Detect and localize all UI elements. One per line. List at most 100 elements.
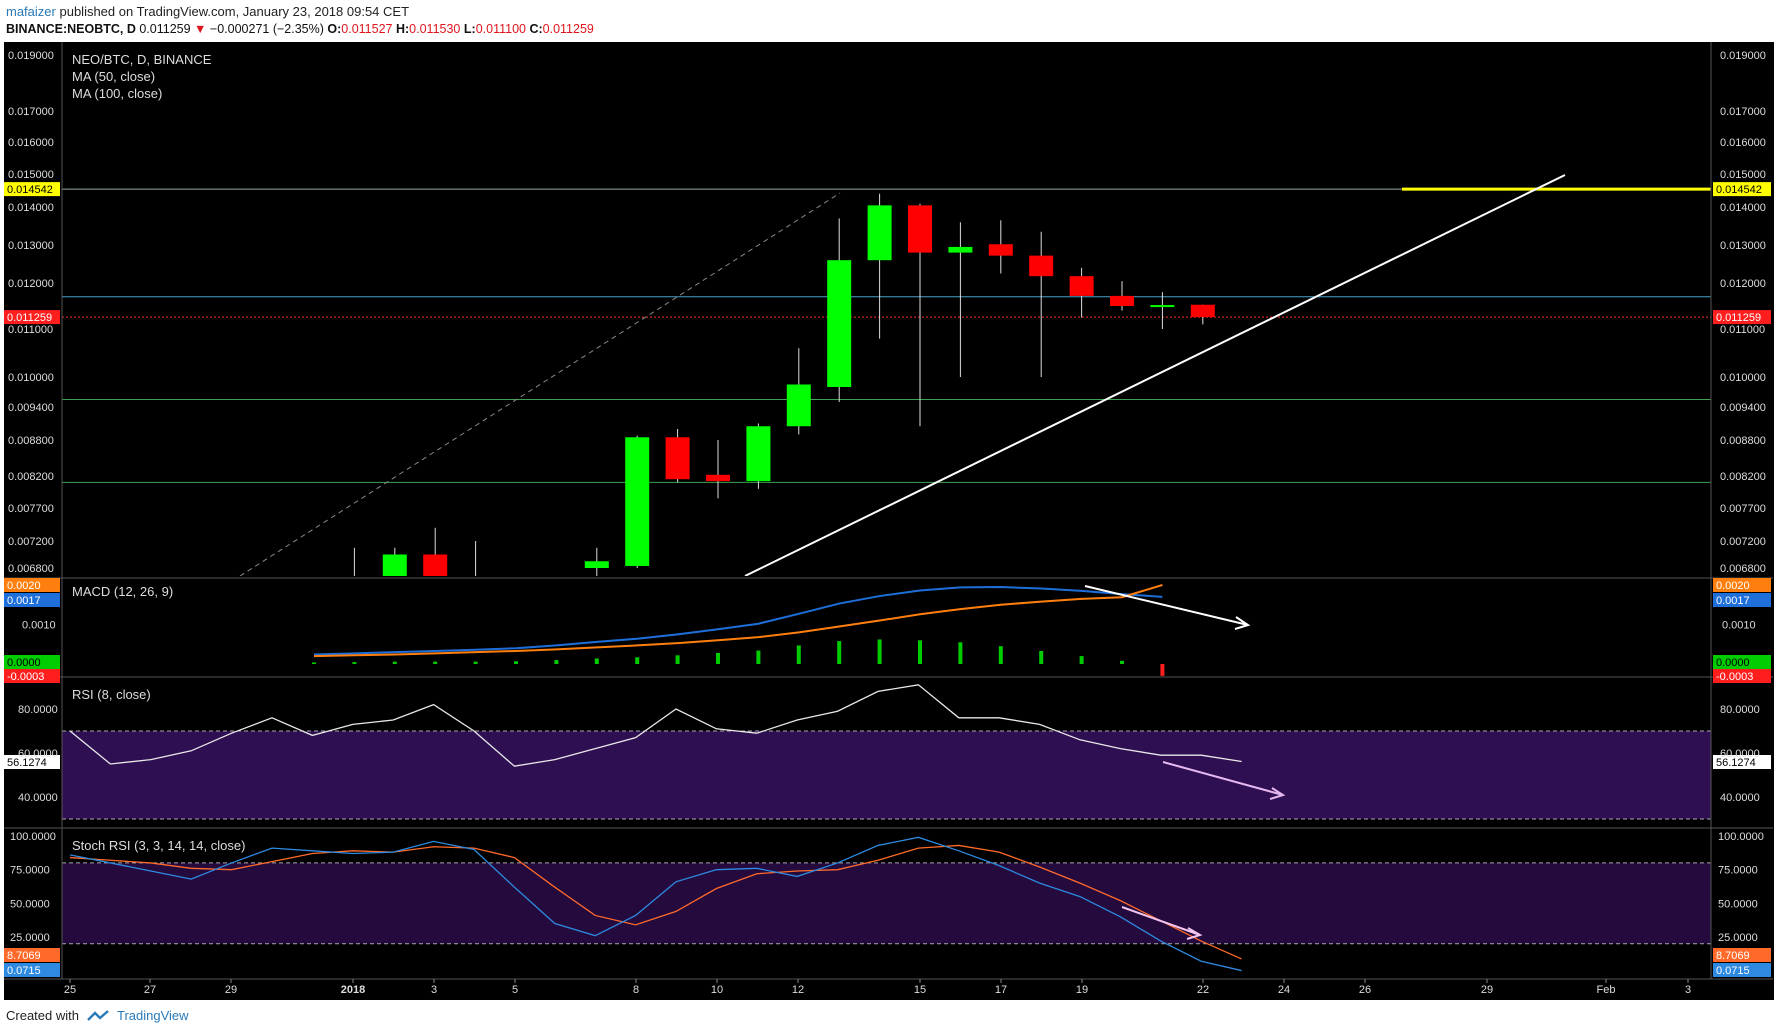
dashed-trendline[interactable]: [239, 192, 841, 576]
macd-neg-badge: -0.0003: [1716, 671, 1753, 683]
candle-up[interactable]: [746, 426, 771, 482]
macd-value-badge: 0.0017: [7, 595, 41, 607]
low-label: L:: [463, 22, 476, 36]
macd-line[interactable]: [313, 585, 1163, 656]
rsi-line[interactable]: [69, 684, 1242, 767]
price-tick-label: 0.007200: [8, 536, 54, 548]
rsi-divergence-arrow[interactable]: [1162, 761, 1284, 796]
candle-up[interactable]: [625, 437, 650, 566]
macd-histogram-bar[interactable]: [433, 661, 438, 664]
macd-histogram-bar[interactable]: [877, 639, 882, 664]
macd-histogram-bar[interactable]: [675, 655, 680, 664]
macd-histogram-bar[interactable]: [1079, 656, 1084, 664]
macd-divergence-arrow[interactable]: [1084, 585, 1249, 626]
author-link[interactable]: mafaizer: [6, 4, 56, 19]
time-tick-label: 3: [1685, 984, 1691, 996]
macd-histogram-bar[interactable]: [837, 641, 842, 664]
time-tick-label: 26: [1359, 984, 1371, 996]
level-price-badge-bg: [4, 182, 60, 197]
ma50-legend[interactable]: MA (50, close): [72, 69, 155, 84]
level-price-badge: 0.014542: [1716, 184, 1762, 196]
macd-histogram-bar[interactable]: [1039, 650, 1044, 664]
stoch-pane[interactable]: [62, 836, 1711, 972]
macd-histogram-bar[interactable]: [756, 650, 761, 664]
macd-histogram-bar[interactable]: [594, 658, 599, 664]
price-tick-label: 0.008200: [8, 471, 54, 483]
last-price-badge-bg: [1713, 310, 1771, 325]
rsi-pane[interactable]: [62, 684, 1711, 820]
macd-histogram-bar[interactable]: [473, 661, 478, 664]
stoch-k-line[interactable]: [69, 836, 1242, 972]
open-value: 0.011527: [341, 22, 393, 36]
support-trendline[interactable]: [744, 174, 1566, 576]
macd-histogram-bar[interactable]: [998, 646, 1003, 664]
price-pane[interactable]: [62, 174, 1711, 625]
candle-down[interactable]: [1190, 304, 1215, 318]
candle-up[interactable]: [1150, 305, 1175, 308]
publish-info: mafaizer published on TradingView.com, J…: [6, 4, 409, 19]
axes: 0.019000 0.019000 0.017000 0.017000 0.016000…: [4, 42, 1773, 996]
macd-histogram-bar[interactable]: [1160, 664, 1165, 676]
macd-neg-badge-bg: [4, 669, 60, 683]
stoch-k-badge-bg: [4, 963, 60, 977]
macd-content: [312, 584, 1165, 676]
macd-hist-badge-bg: [1713, 655, 1771, 669]
macd-tick-label: 0.0010: [1722, 620, 1756, 632]
macd-pane[interactable]: [312, 584, 1251, 676]
macd-histogram-bar[interactable]: [312, 662, 316, 664]
candle-up[interactable]: [867, 205, 892, 261]
candle-down[interactable]: [1110, 295, 1134, 306]
candle-up[interactable]: [948, 246, 973, 253]
time-tick-label: 5: [512, 984, 518, 996]
stoch-legend[interactable]: Stoch RSI (3, 3, 14, 14, close): [72, 838, 245, 853]
candle-down[interactable]: [1029, 255, 1054, 277]
macd-histogram-bar[interactable]: [635, 657, 640, 664]
candle-down[interactable]: [988, 244, 1013, 256]
price-tick-label: 0.019000: [1720, 50, 1766, 62]
macd-histogram-bar[interactable]: [918, 640, 922, 664]
macd-histogram-bar[interactable]: [554, 660, 559, 664]
macd-histogram-bar[interactable]: [958, 642, 963, 664]
stoch-tick-label: 75.0000: [10, 865, 50, 877]
stoch-k-badge-bg: [1713, 963, 1771, 977]
candle-down[interactable]: [908, 205, 932, 253]
macd-legend[interactable]: MACD (12, 26, 9): [72, 584, 173, 599]
candle-up[interactable]: [382, 554, 407, 583]
rsi-tick-label: 80.0000: [18, 704, 58, 716]
stoch-d-line[interactable]: [69, 844, 1242, 960]
stoch-k-badge: 0.0715: [1716, 965, 1750, 977]
macd-histogram-bar[interactable]: [796, 645, 801, 664]
ma100-legend[interactable]: MA (100, close): [72, 86, 162, 101]
rsi-value-badge-bg: [1713, 755, 1771, 769]
stoch-band: [62, 862, 1711, 944]
macd-histogram-bar[interactable]: [352, 662, 357, 664]
price-change: −0.000271 (−2.35%): [209, 22, 324, 36]
candle-up[interactable]: [584, 561, 609, 568]
macd-histogram-bar[interactable]: [514, 661, 518, 664]
last-price-badge: 0.011259: [1716, 312, 1761, 324]
price-tick-label: 0.010000: [1720, 372, 1766, 384]
tradingview-link[interactable]: TradingView: [116, 1008, 189, 1023]
price-tick-label: 0.008800: [1720, 435, 1766, 447]
price-tick-label: 0.007700: [1720, 503, 1766, 515]
macd-histogram-bar[interactable]: [392, 661, 397, 664]
macd-signal-badge-bg: [4, 578, 60, 592]
candle-up[interactable]: [827, 260, 852, 387]
price-tick-label: 0.014000: [1720, 202, 1766, 214]
rsi-legend[interactable]: RSI (8, close): [72, 687, 151, 702]
rsi-tick-label: 40.0000: [1720, 792, 1760, 804]
candle-down[interactable]: [423, 554, 448, 583]
candle-up[interactable]: [786, 384, 811, 427]
price-tick-label: 0.008800: [8, 435, 54, 447]
time-tick-label: 8: [633, 984, 639, 996]
high-label: H:: [395, 22, 410, 36]
signal-line[interactable]: [313, 584, 1163, 658]
candle-down[interactable]: [665, 437, 690, 480]
macd-histogram-bar[interactable]: [716, 652, 720, 664]
candle-down[interactable]: [706, 474, 730, 482]
candle-down[interactable]: [1069, 276, 1094, 296]
stoch-divergence-arrow[interactable]: [1121, 906, 1201, 936]
macd-histogram-bar[interactable]: [1120, 660, 1124, 664]
level-price-badge-bg: [1713, 182, 1771, 197]
